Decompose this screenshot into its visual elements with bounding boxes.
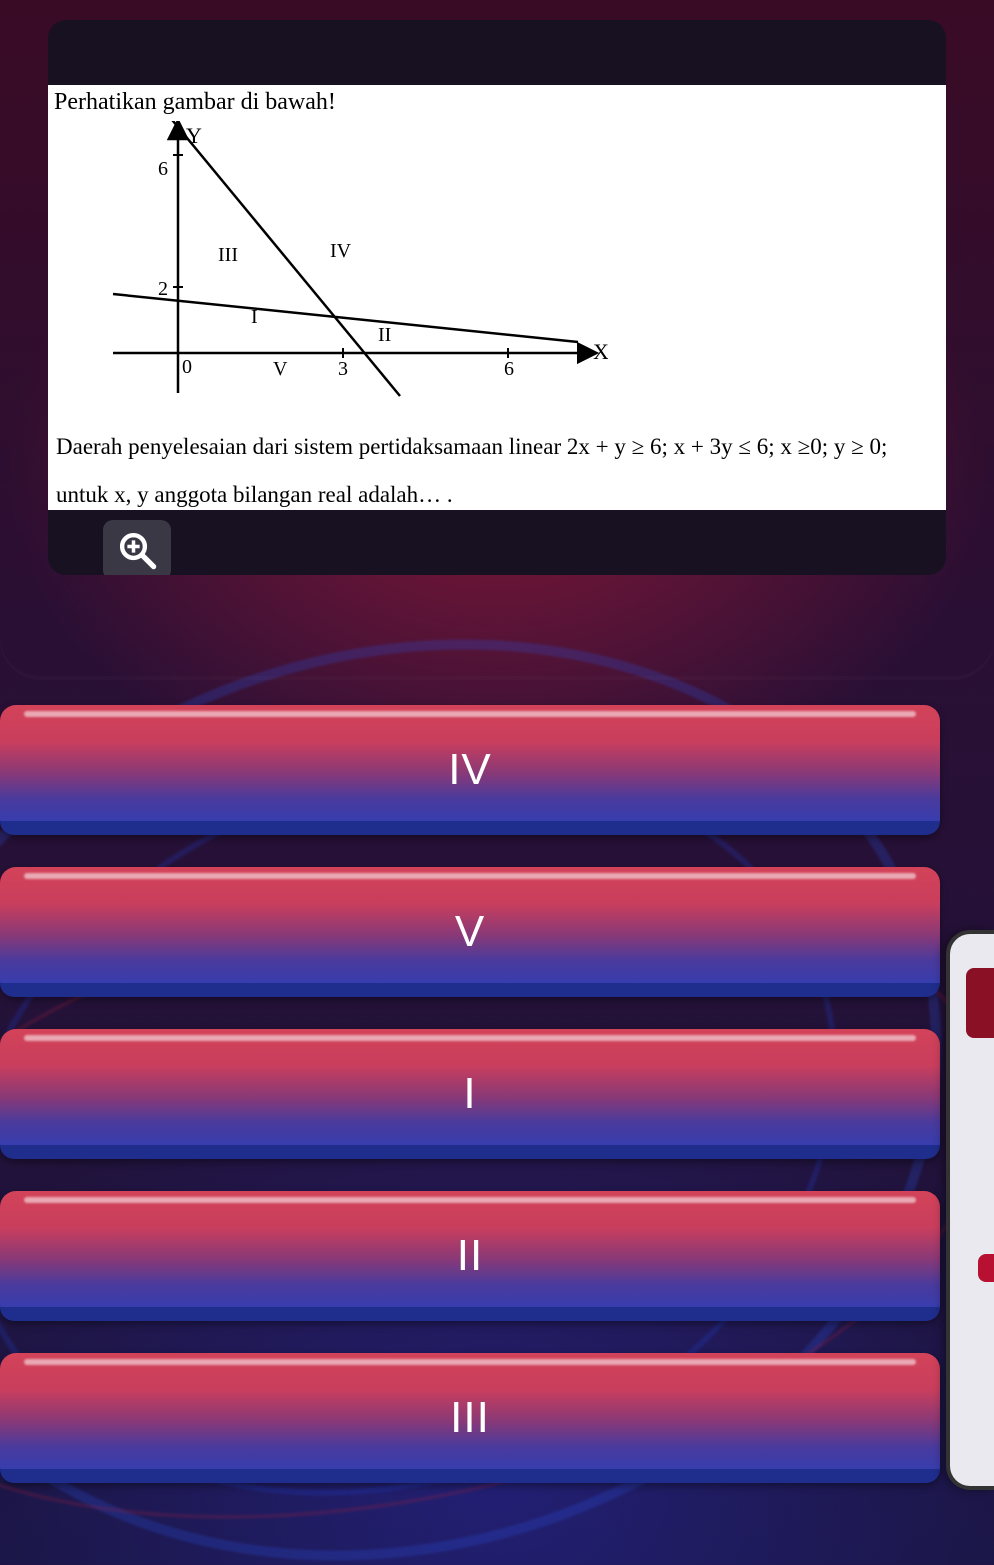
svg-text:Y: Y bbox=[186, 123, 202, 148]
answer-option-iii[interactable]: III bbox=[0, 1353, 940, 1483]
svg-text:IV: IV bbox=[330, 240, 352, 262]
answer-label: III bbox=[450, 1393, 490, 1443]
svg-text:0: 0 bbox=[182, 356, 192, 378]
svg-text:I: I bbox=[251, 306, 258, 328]
svg-text:2: 2 bbox=[158, 278, 168, 300]
svg-text:V: V bbox=[273, 358, 288, 380]
svg-text:III: III bbox=[218, 244, 238, 266]
side-popup-tab bbox=[978, 1254, 994, 1282]
answer-option-i[interactable]: I bbox=[0, 1029, 940, 1159]
svg-text:6: 6 bbox=[504, 358, 514, 380]
answer-label: IV bbox=[448, 745, 492, 795]
question-graph: X Y 0 3 6 2 6 I II III IV V bbox=[88, 121, 608, 399]
answer-label: II bbox=[457, 1231, 483, 1281]
graph-svg: X Y 0 3 6 2 6 I II III IV V bbox=[88, 121, 608, 399]
question-body: Daerah penyelesaian dari sistem pertidak… bbox=[56, 423, 938, 520]
svg-text:II: II bbox=[378, 324, 391, 346]
question-title: Perhatikan gambar di bawah! bbox=[54, 89, 336, 116]
question-image: Perhatikan gambar di bawah! bbox=[48, 85, 946, 510]
side-popup-block bbox=[966, 968, 994, 1038]
svg-text:X: X bbox=[593, 339, 608, 364]
zoom-button[interactable] bbox=[103, 520, 171, 575]
answers-list: IV V I II III bbox=[0, 705, 994, 1483]
answer-option-ii[interactable]: II bbox=[0, 1191, 940, 1321]
answer-label: I bbox=[463, 1069, 476, 1119]
svg-text:6: 6 bbox=[158, 158, 168, 180]
answer-label: V bbox=[455, 907, 485, 957]
side-popup[interactable] bbox=[946, 930, 994, 1490]
answer-option-iv[interactable]: IV bbox=[0, 705, 940, 835]
answer-option-v[interactable]: V bbox=[0, 867, 940, 997]
svg-text:3: 3 bbox=[338, 358, 348, 380]
question-panel: Perhatikan gambar di bawah! bbox=[48, 20, 946, 575]
zoom-in-icon bbox=[116, 529, 158, 571]
